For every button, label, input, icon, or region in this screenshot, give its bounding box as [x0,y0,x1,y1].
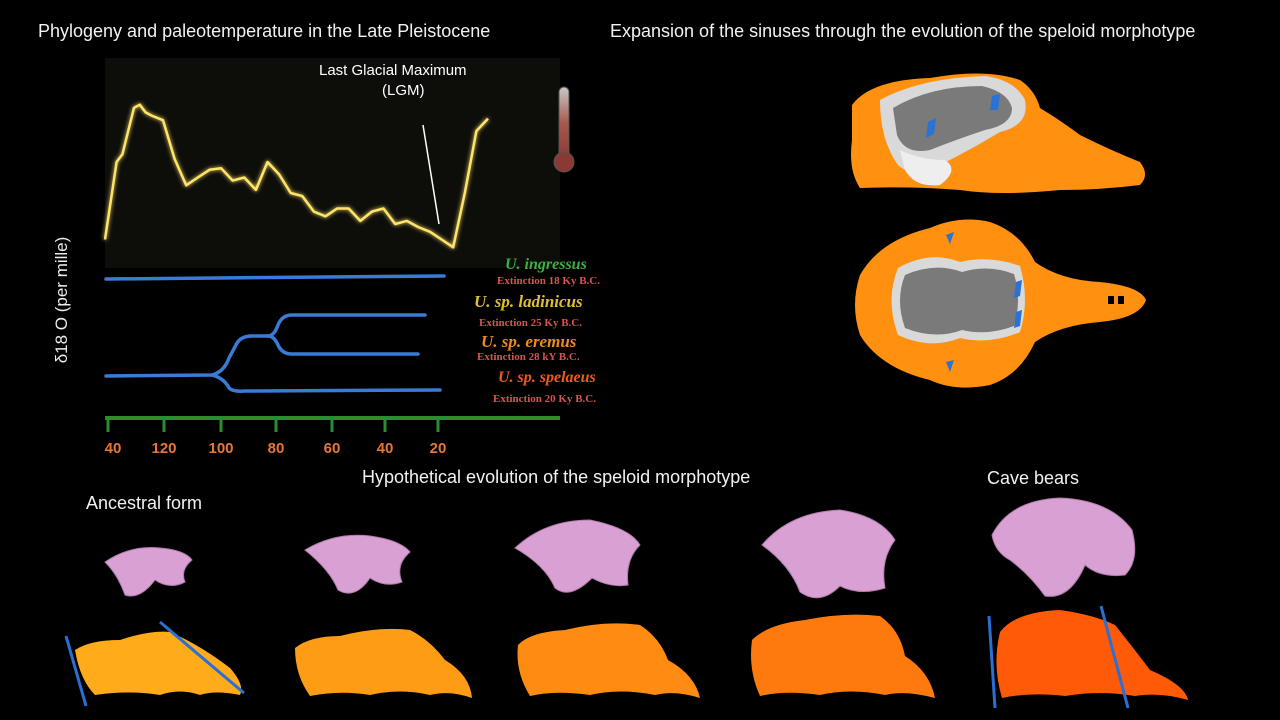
species-eremus-name: U. sp. eremus [481,332,577,351]
lgm-label-abbrev: (LGM) [382,82,425,99]
silhouette-2 [295,628,472,698]
x-tick-label: 40 [376,440,394,457]
x-tick-label: 20 [429,440,447,457]
species-ladinicus-name: U. sp. ladinicus [474,292,583,311]
chart-panel [105,58,560,268]
species-ingressus-extinction: Extinction 18 Ky B.C. [497,275,600,287]
pink-skulls [104,497,1136,599]
x-tick-label: 80 [267,440,285,457]
x-tick-label: 120 [151,440,177,457]
branch-spelaeus [210,373,442,393]
lgm-pointer-line [422,124,440,225]
branch-ingressus [104,274,446,281]
phylogeny-title: Phylogeny and paleotemperature in the La… [38,21,491,41]
slope-lines [64,605,1130,709]
pink-skull-3 [514,519,641,593]
species-eremus-extinction: Extinction 28 kY B.C. [477,351,580,363]
pink-skull-5 [991,497,1136,597]
slope-line-5a [987,615,997,709]
species-spelaeus-name: U. sp. spelaeus [498,369,596,386]
x-tick-label: 100 [208,440,234,457]
skull-dorsal-sinus-diagram [855,219,1146,388]
species-spelaeus-extinction: Extinction 20 Ky B.C. [493,393,596,405]
branch-ladinicus [104,313,427,378]
species-ingressus-name: U. ingressus [505,256,587,273]
slope-line-5b [1099,605,1130,709]
cave-bears-label: Cave bears [987,468,1080,488]
slope-line-1b [159,620,245,695]
skull-lateral-sinus-diagram [851,73,1145,193]
silhouette-3 [517,623,700,698]
orange-skull-silhouettes [75,610,1188,700]
species-ladinicus-extinction: Extinction 25 Ky B.C. [479,317,582,329]
x-tick-label: 40 [104,440,122,457]
x-axis-ticks [106,418,440,432]
x-tick-label: 60 [323,440,341,457]
silhouette-5 [996,610,1188,700]
lgm-label: Last Glacial Maximum [319,62,467,79]
thermometer-icon [553,86,575,173]
pink-skull-4 [761,509,896,599]
silhouette-1 [75,631,242,695]
phylogeny-tree [104,274,446,393]
ancestral-form-label: Ancestral form [86,493,203,513]
temperature-curve-group [103,103,489,249]
pink-skull-1 [104,547,193,597]
pink-skull-2 [304,534,411,594]
silhouette-4 [751,614,935,698]
hypothetical-title: Hypothetical evolution of the speloid mo… [362,467,751,487]
branch-eremus [266,334,420,356]
sinuses-title: Expansion of the sinuses through the evo… [610,21,1196,41]
slope-line-1a [64,635,88,707]
